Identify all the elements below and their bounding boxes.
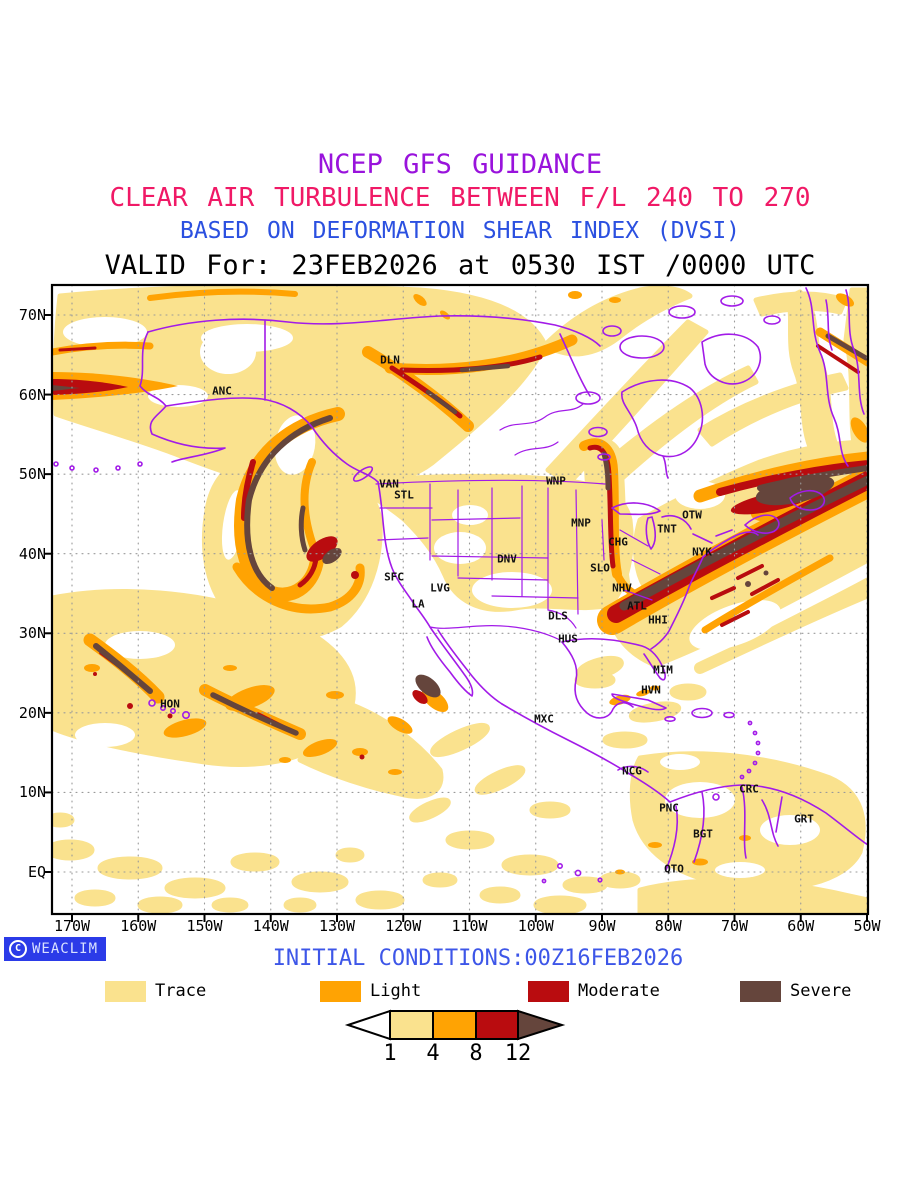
lat-label-30N: 30N: [18, 624, 46, 643]
colorbar-tick-12: 12: [504, 1041, 532, 1066]
station-label-NCG: NCG: [622, 764, 642, 778]
station-label-OTW: OTW: [682, 508, 702, 522]
colorbar-tick-1: 1: [383, 1041, 397, 1066]
page-title: NCEP GFS GUIDANCE: [317, 149, 603, 180]
colorbar-tick-4: 4: [426, 1041, 440, 1066]
station-label-GRT: GRT: [794, 812, 814, 826]
legend-label: Severe: [790, 981, 852, 1001]
lon-label-90W: 90W: [588, 917, 616, 935]
lon-label-60W: 60W: [787, 917, 815, 935]
lon-label-130W: 130W: [318, 917, 356, 935]
lat-label-70N: 70N: [18, 306, 46, 324]
station-label-WNP: WNP: [546, 474, 566, 488]
legend-item-trace: Trace: [105, 981, 206, 1002]
lon-label-140W: 140W: [252, 917, 289, 935]
station-label-DLN: DLN: [380, 353, 400, 367]
station-label-SLO: SLO: [590, 561, 610, 575]
legend-item-severe: Severe: [740, 981, 851, 1002]
station-label-DNV: DNV: [497, 552, 517, 566]
station-label-SFC: SFC: [384, 570, 404, 584]
logo-text: WEACLIM: [32, 941, 99, 957]
colorbar-left-arrow: [344, 1009, 391, 1041]
station-label-ATL: ATL: [627, 599, 647, 613]
legend-swatch-trace: [105, 981, 146, 1002]
lat-label-40N: 40N: [18, 544, 46, 563]
lon-label-120W: 120W: [385, 917, 422, 935]
station-label-MXC: MXC: [534, 712, 554, 726]
colorbar-right-arrow: [517, 1009, 566, 1041]
legend-label: Moderate: [578, 981, 660, 1001]
subtitle-product: CLEAR AIR TURBULENCE BETWEEN F/L 240 TO …: [109, 183, 811, 213]
graticule-layer: [52, 285, 868, 914]
station-label-NHV: NHV: [612, 581, 632, 595]
station-label-VAN: VAN: [379, 477, 399, 491]
copyright-icon: C: [9, 940, 27, 958]
state-border-layer: [375, 479, 661, 641]
station-label-MNP: MNP: [571, 516, 591, 530]
station-label-CRC: CRC: [739, 782, 759, 796]
colorbar-tick-8: 8: [469, 1041, 483, 1066]
station-label-ANC: ANC: [212, 384, 232, 398]
station-label-NYK: NYK: [692, 545, 712, 559]
station-label-TNT: TNT: [657, 522, 677, 536]
station-label-DLS: DLS: [548, 609, 568, 623]
station-label-HUS: HUS: [558, 632, 578, 646]
station-label-LVG: LVG: [430, 581, 450, 595]
legend-label: Trace: [155, 981, 207, 1001]
initial-conditions-line: INITIAL CONDITIONS:00Z16FEB2026: [272, 946, 684, 971]
colorbar-trace-segment: [389, 1010, 434, 1040]
lon-label-170W: 170W: [53, 917, 91, 935]
lat-label-EQ: EQ: [27, 862, 46, 881]
legend-swatch-moderate: [528, 981, 569, 1002]
weaclim-logo: C WEACLIM: [4, 937, 107, 961]
station-label-HON: HON: [160, 697, 180, 711]
lon-label-100W: 100W: [517, 917, 554, 935]
station-label-STL: STL: [394, 488, 414, 502]
axis-tick-layer: [44, 314, 868, 922]
station-label-QTO: QTO: [664, 862, 684, 876]
station-label-HHI: HHI: [648, 613, 668, 627]
lon-label-150W: 150W: [186, 917, 223, 935]
legend-swatch-severe: [740, 981, 781, 1002]
valid-time-line: VALID For: 23FEB2026 at 0530 IST /0000 U…: [104, 250, 816, 281]
station-label-HVN: HVN: [641, 683, 661, 697]
station-label-CHG: CHG: [608, 535, 628, 549]
colorbar-light-segment: [432, 1010, 477, 1040]
map-area: [44, 277, 876, 930]
station-label-LA: LA: [411, 597, 425, 611]
lon-label-70W: 70W: [720, 917, 749, 935]
legend-item-light: Light: [320, 981, 421, 1002]
lon-label-50W: 50W: [853, 917, 881, 935]
lat-label-60N: 60N: [18, 385, 46, 404]
subtitle-method: BASED ON DEFORMATION SHEAR INDEX (DVSI): [179, 218, 741, 244]
lat-label-20N: 20N: [18, 703, 46, 722]
colorbar: [344, 1009, 566, 1041]
lat-label-50N: 50N: [18, 465, 46, 484]
legend-swatch-light: [320, 981, 361, 1002]
lat-label-10N: 10N: [18, 783, 46, 802]
severe-fill-layer: [52, 333, 868, 736]
station-label-MIM: MIM: [653, 663, 673, 677]
station-label-BGT: BGT: [693, 827, 713, 841]
lon-label-160W: 160W: [120, 917, 157, 935]
turbulence-map-canvas: [44, 277, 876, 930]
colorbar-moderate-segment: [475, 1010, 519, 1040]
map-border: [50, 283, 870, 916]
legend-label: Light: [370, 981, 422, 1001]
lon-label-110W: 110W: [451, 917, 488, 935]
station-label-PNC: PNC: [659, 801, 679, 815]
legend-item-moderate: Moderate: [528, 981, 660, 1002]
lon-label-80W: 80W: [654, 917, 682, 935]
coastline-layer: [53, 287, 868, 884]
